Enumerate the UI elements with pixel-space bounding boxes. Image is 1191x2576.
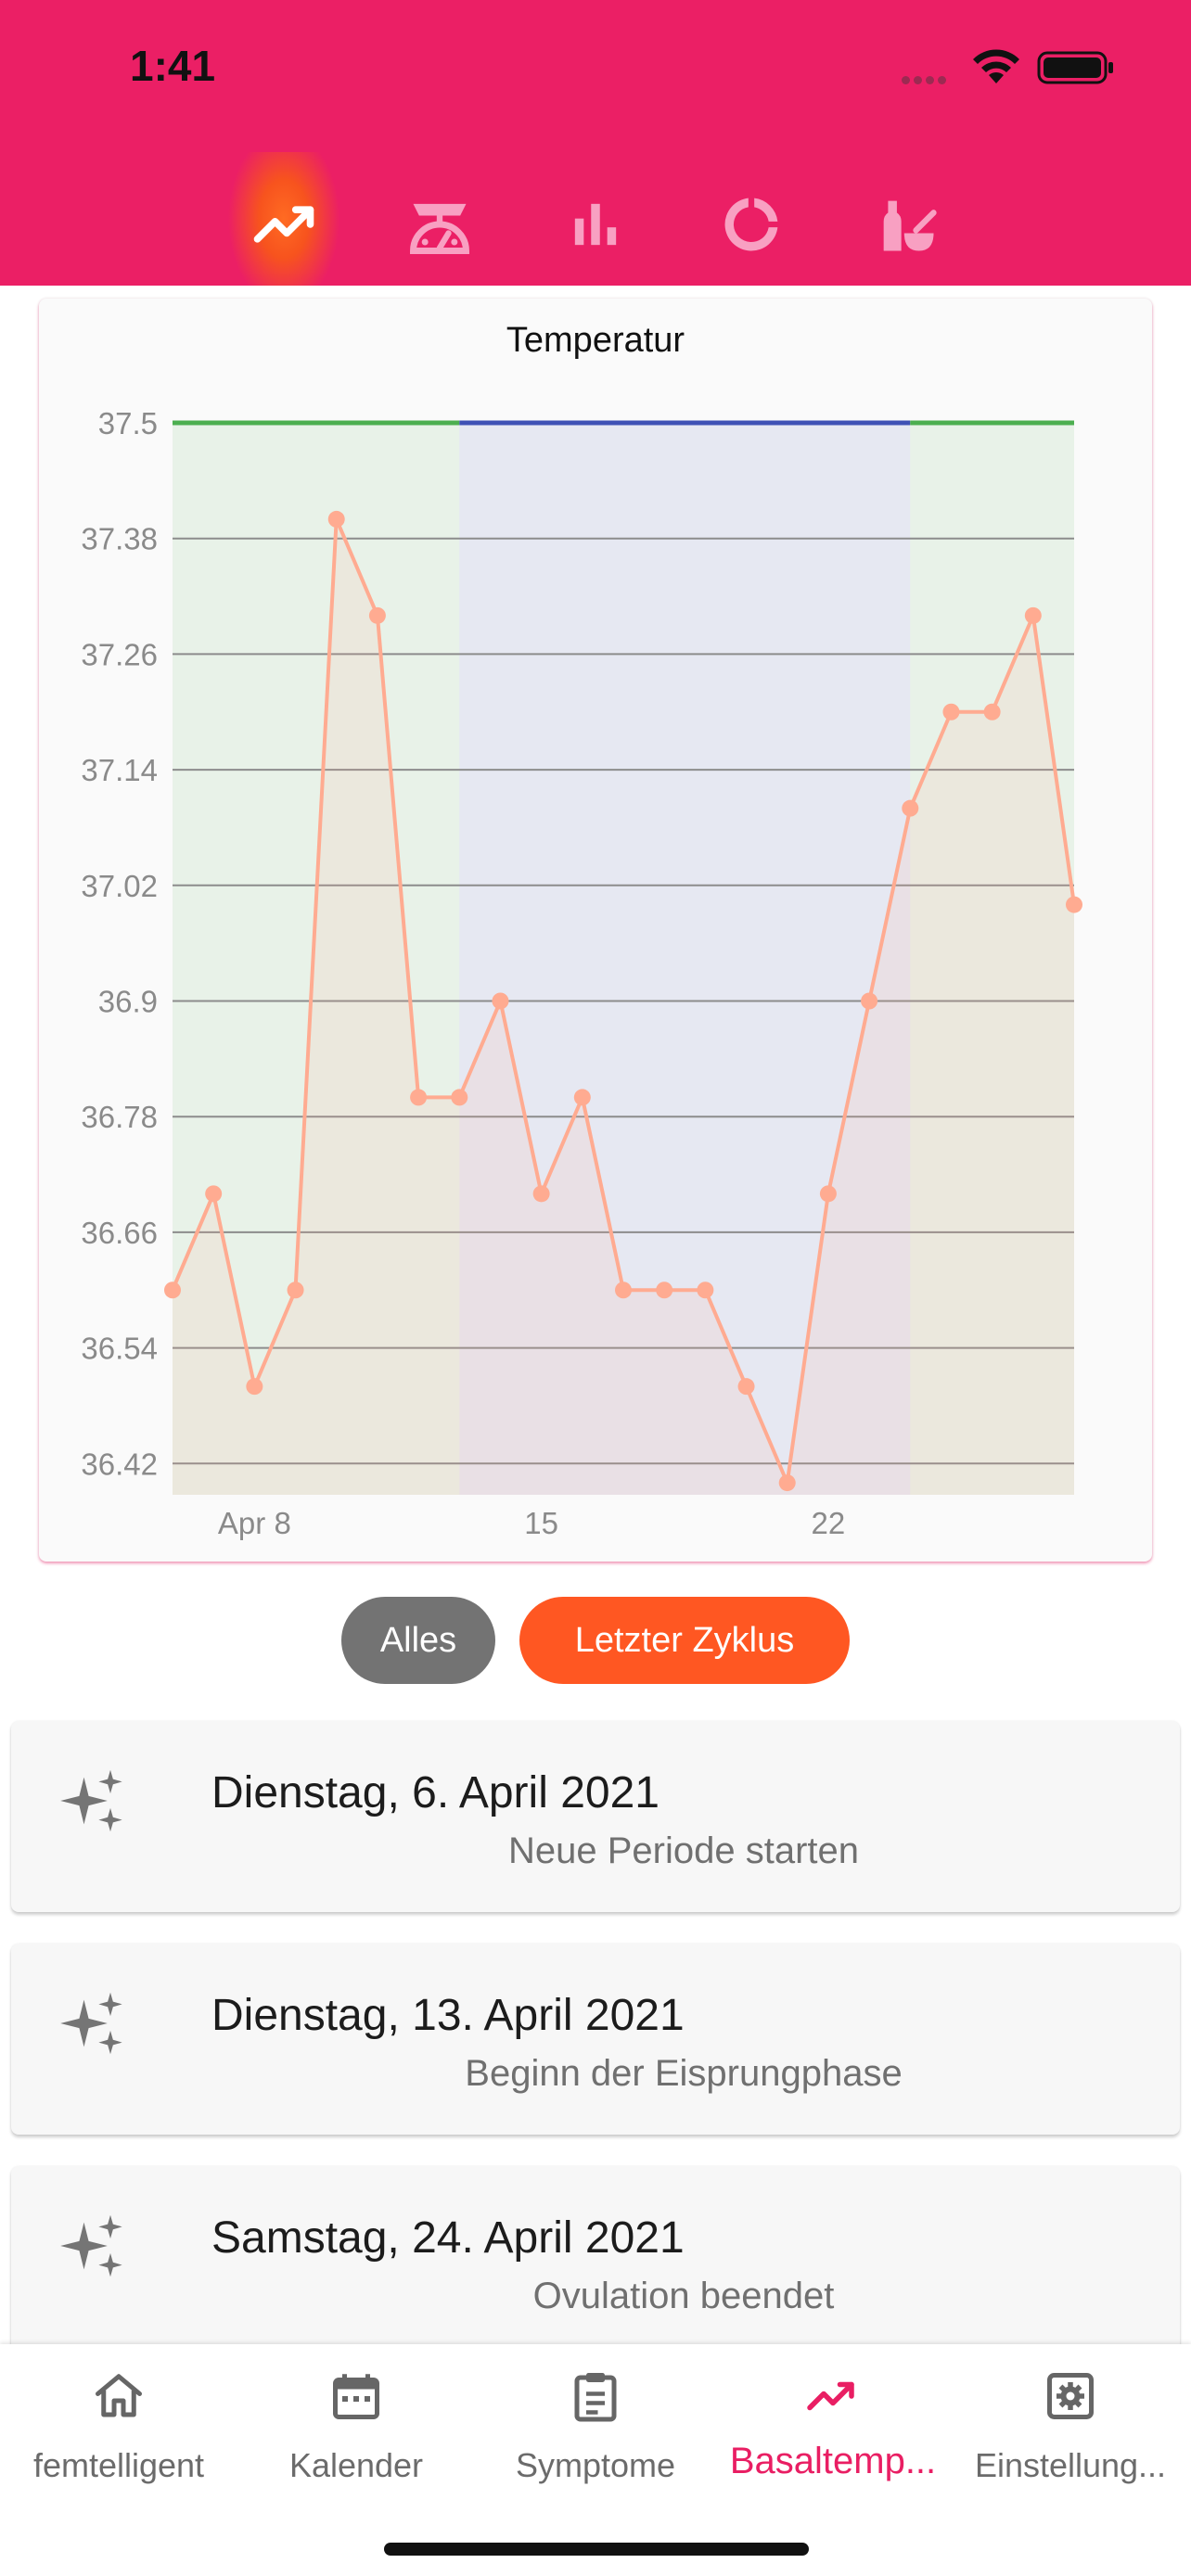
data-point	[656, 1282, 673, 1299]
temperature-tab[interactable]	[219, 152, 349, 286]
x-tick-label: 22	[812, 1506, 846, 1540]
sparkle-icon	[60, 2214, 122, 2277]
trending-up-icon	[807, 2381, 854, 2411]
nav-label: Einstellung...	[974, 2446, 1167, 2484]
event-date: Samstag, 24. April 2021	[211, 2213, 685, 2263]
scale-tab[interactable]	[375, 152, 505, 286]
calendar-icon	[333, 2374, 379, 2419]
battery-icon	[1037, 51, 1113, 84]
data-point	[287, 1282, 304, 1299]
event-description: Ovulation beendet	[532, 2276, 835, 2316]
nav-symptoms[interactable]: Symptome	[477, 2344, 714, 2502]
nav-label: Symptome	[515, 2446, 676, 2484]
data-point	[983, 703, 1001, 721]
sparkle-icon	[60, 1992, 122, 2055]
nav-label: femtelligent	[32, 2446, 205, 2484]
data-point	[737, 1378, 755, 1396]
data-point	[205, 1185, 223, 1203]
signal-icon	[902, 72, 957, 84]
nav-calendar[interactable]: Kalender	[237, 2344, 475, 2502]
bar-chart-tab[interactable]	[531, 152, 660, 286]
donut-chart-icon	[724, 198, 778, 251]
scale-icon	[410, 203, 469, 254]
nav-settings[interactable]: Einstellung...	[952, 2344, 1189, 2502]
sparkle-icon	[60, 1769, 122, 1832]
data-point	[1024, 606, 1042, 624]
settings-icon	[1047, 2373, 1094, 2419]
event-description: Beginn der Eisprungphase	[465, 2053, 903, 2094]
y-tick-label: 37.14	[81, 753, 158, 787]
home-indicator	[384, 2543, 809, 2556]
home-icon	[96, 2374, 142, 2417]
data-point	[573, 1089, 591, 1106]
x-tick-label: 15	[524, 1506, 558, 1540]
status-time: 1:41	[130, 42, 216, 90]
clipboard-icon	[574, 2373, 617, 2422]
data-point	[861, 992, 878, 1010]
nav-home[interactable]: femtelligent	[0, 2344, 237, 2502]
event-description: Neue Periode starten	[507, 1830, 859, 1871]
phase-band	[173, 423, 460, 1495]
phase-band	[459, 423, 911, 1495]
nav-basal-temperature[interactable]: Basaltemp...	[714, 2344, 952, 2502]
event-date: Dienstag, 13. April 2021	[211, 1991, 685, 2040]
y-tick-label: 37.02	[81, 869, 158, 903]
temperature-chart: 37.5 37.38 37.26 37.14 37.02 36.9 36.78 36.66 36…	[81, 406, 1082, 1540]
nav-label: Kalender	[288, 2446, 424, 2484]
data-point	[778, 1474, 796, 1492]
data-point	[410, 1089, 428, 1106]
y-tick-label: 36.54	[81, 1332, 158, 1366]
data-point	[246, 1378, 263, 1396]
bar-chart-icon	[574, 203, 617, 246]
data-point	[451, 1089, 468, 1106]
event-date: Dienstag, 6. April 2021	[211, 1768, 660, 1817]
data-point	[368, 606, 386, 624]
chart-title: Temperatur	[506, 321, 685, 360]
y-tick-label: 37.38	[81, 522, 158, 556]
data-point	[492, 992, 509, 1010]
y-tick-label: 36.42	[81, 1447, 158, 1481]
nav-label: Basaltemp...	[729, 2441, 937, 2481]
event-card[interactable]: Dienstag, 13. April 2021 Beginn der Eisp…	[11, 1944, 1180, 2135]
donut-chart-tab[interactable]	[686, 152, 816, 286]
bottom-navigation: femtelligent Kalender Symptome	[0, 2344, 1191, 2576]
all-filter-button[interactable]: Alles	[341, 1597, 495, 1684]
x-tick-label: Apr 8	[218, 1506, 291, 1540]
y-tick-label: 36.9	[98, 985, 158, 1019]
phase-band	[910, 423, 1074, 1495]
y-tick-label: 36.78	[81, 1100, 158, 1134]
data-point	[697, 1282, 714, 1299]
data-point	[819, 1185, 837, 1203]
data-point	[532, 1185, 550, 1203]
app-header: 1:41	[0, 0, 1191, 286]
event-card[interactable]: Dienstag, 6. April 2021 Neue Periode sta…	[11, 1721, 1180, 1912]
data-point	[327, 510, 345, 528]
data-point	[615, 1282, 632, 1299]
temperature-chart-card: Temperatur 37.5 37.38 37.26 37.14 37.02 36.9 3…	[39, 299, 1152, 1562]
trending-up-icon	[253, 206, 314, 243]
event-card[interactable]: Samstag, 24. April 2021 Ovulation beende…	[11, 2166, 1180, 2357]
y-tick-label: 36.66	[81, 1216, 158, 1250]
mortar-pestle-tab[interactable]	[842, 152, 972, 286]
data-point	[164, 1282, 181, 1299]
data-point	[942, 703, 960, 721]
wifi-icon	[973, 49, 1019, 83]
data-point	[902, 799, 919, 817]
y-tick-label: 37.5	[98, 406, 158, 440]
series-area	[173, 518, 1074, 1495]
data-point	[1066, 896, 1082, 913]
last-cycle-filter-button[interactable]: Letzter Zyklus	[519, 1597, 850, 1684]
mortar-pestle-icon	[883, 200, 937, 251]
y-tick-label: 37.26	[81, 637, 158, 671]
